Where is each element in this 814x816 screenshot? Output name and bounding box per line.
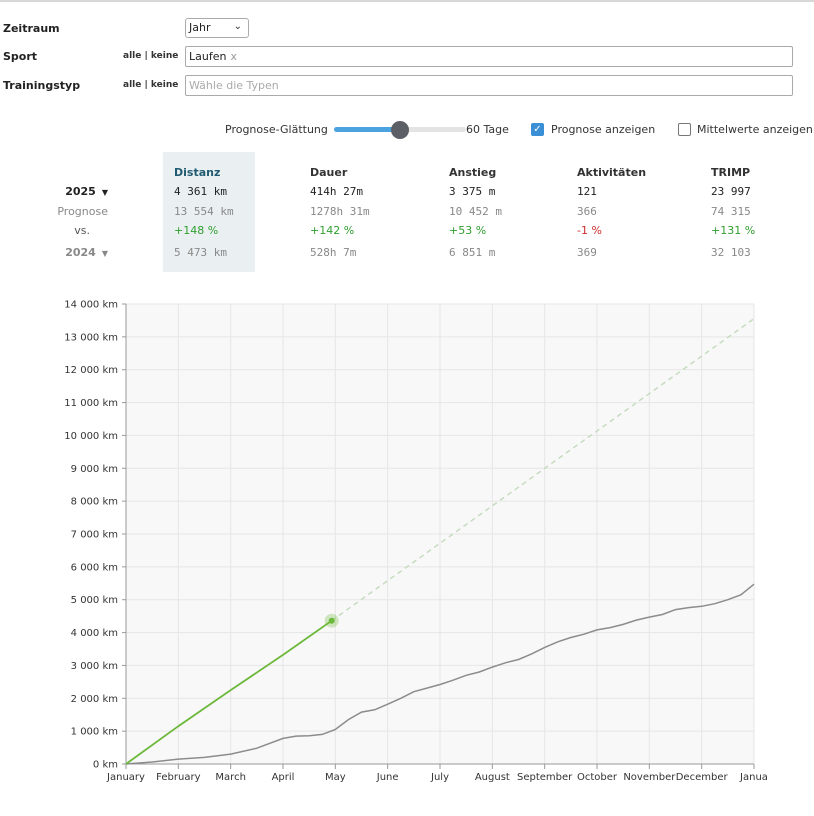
trainingstyp-alle-keine-link[interactable]: alle | keine xyxy=(123,80,179,90)
x-tick-label: July xyxy=(430,772,449,783)
previous-distanz: 5 473 km xyxy=(174,246,227,259)
y-tick-label: 11 000 km xyxy=(64,398,118,409)
x-tick-label: December xyxy=(676,772,729,783)
x-tick-label: October xyxy=(577,772,618,783)
forecast-row-label: Prognose xyxy=(57,205,108,218)
previous-year-line xyxy=(125,583,755,765)
sport-alle-keine-link[interactable]: alle | keine xyxy=(123,51,179,61)
header-trimp[interactable]: TRIMP xyxy=(711,166,751,179)
x-tick-label: September xyxy=(517,772,573,783)
y-tick-label: 13 000 km xyxy=(64,332,118,343)
x-tick-label: February xyxy=(156,772,200,783)
header-anstieg[interactable]: Anstieg xyxy=(449,166,497,179)
x-tick-label: June xyxy=(376,772,399,783)
x-tick-label: January xyxy=(106,772,145,783)
zeitraum-label: Zeitraum xyxy=(3,22,60,35)
year-current-label: 2025 xyxy=(65,185,96,198)
sport-tag-input[interactable]: Laufen x xyxy=(185,46,793,67)
previous-trimp: 32 103 xyxy=(711,246,751,259)
y-tick-label: 6 000 km xyxy=(71,562,118,573)
remove-tag-icon[interactable]: x xyxy=(230,50,237,63)
previous-aktivitaeten: 369 xyxy=(577,246,597,259)
distance-chart: 0 km 1 000 km 2 000 km 3 000 km 4 000 km 5 00… xyxy=(64,300,768,784)
forecast-aktivitaeten: 366 xyxy=(577,205,597,218)
show-means-checkbox[interactable] xyxy=(678,123,691,136)
selected-column-highlight xyxy=(163,152,255,272)
year-previous-select[interactable]: 2024 ▼ xyxy=(28,246,108,259)
sport-row: Sport alle | keine Laufen x xyxy=(0,46,814,68)
x-tick-label: November xyxy=(623,772,676,783)
show-means-label: Mittelwerte anzeigen xyxy=(697,123,813,136)
current-trimp: 23 997 xyxy=(711,185,751,198)
slider-fill xyxy=(334,127,400,132)
vs-distanz: +148 % xyxy=(174,224,219,237)
forecast-line xyxy=(331,318,755,622)
trainingstyp-row: Trainingstyp alle | keine Wähle die Type… xyxy=(0,75,814,97)
forecast-dauer: 1278h 31m xyxy=(310,205,370,218)
current-aktivitaeten: 121 xyxy=(577,185,597,198)
sport-label: Sport xyxy=(3,50,38,63)
current-distanz: 4 361 km xyxy=(174,185,227,198)
y-tick-label: 8 000 km xyxy=(71,497,118,508)
current-year-line xyxy=(125,619,333,765)
y-tick-label: 9 000 km xyxy=(71,464,118,475)
header-aktivitaeten[interactable]: Aktivitäten xyxy=(577,166,647,179)
y-tick-label: 14 000 km xyxy=(64,300,118,311)
current-dauer: 414h 27m xyxy=(310,185,363,198)
y-tick-label: 0 km xyxy=(93,760,118,771)
previous-anstieg: 6 851 m xyxy=(449,246,496,259)
x-tick-label: March xyxy=(215,772,245,783)
vs-trimp: +131 % xyxy=(711,224,756,237)
zeitraum-value: Jahr xyxy=(189,21,211,34)
previous-dauer: 528h 7m xyxy=(310,246,357,259)
caret-down-icon: ▼ xyxy=(101,188,108,197)
y-tick-label: 5 000 km xyxy=(71,595,118,606)
smoothing-label: Prognose-Glättung xyxy=(225,123,328,136)
vs-anstieg: +53 % xyxy=(449,224,487,237)
trainingstyp-placeholder: Wähle die Typen xyxy=(189,79,279,92)
slider-handle[interactable] xyxy=(391,121,409,139)
x-tick-label: April xyxy=(272,772,295,783)
current-anstieg: 3 375 m xyxy=(449,185,496,198)
caret-down-icon: ▼ xyxy=(101,249,108,258)
stats-table: Distanz Dauer Anstieg Aktivitäten TRIMP … xyxy=(0,150,814,272)
sport-tag: Laufen xyxy=(189,50,227,63)
header-dauer[interactable]: Dauer xyxy=(310,166,348,179)
zeitraum-select[interactable]: Jahr ⌄ xyxy=(185,18,249,38)
header-distanz[interactable]: Distanz xyxy=(174,166,221,179)
x-tick-label: Janua xyxy=(739,772,768,783)
year-previous-label: 2024 xyxy=(65,246,96,259)
vs-row-label: vs. xyxy=(74,224,90,237)
x-tick-label: May xyxy=(325,772,346,783)
y-tick-label: 3 000 km xyxy=(71,661,118,672)
smoothing-value: 60 Tage xyxy=(466,123,509,136)
show-forecast-checkbox[interactable]: ✓ xyxy=(531,123,544,136)
zeitraum-row: Zeitraum Jahr ⌄ xyxy=(0,18,814,40)
y-tick-label: 2 000 km xyxy=(71,694,118,705)
year-current-select[interactable]: 2025 ▼ xyxy=(28,185,108,198)
show-forecast-label: Prognose anzeigen xyxy=(551,123,656,136)
y-tick-label: 1 000 km xyxy=(71,727,118,738)
forecast-distanz: 13 554 km xyxy=(174,205,234,218)
forecast-anstieg: 10 452 m xyxy=(449,205,502,218)
trainingstyp-label: Trainingstyp xyxy=(3,79,81,92)
top-border xyxy=(0,0,814,2)
trainingstyp-input[interactable]: Wähle die Typen xyxy=(185,75,793,96)
forecast-trimp: 74 315 xyxy=(711,205,751,218)
y-tick-label: 10 000 km xyxy=(64,431,118,442)
vs-aktivitaeten: -1 % xyxy=(577,224,602,237)
y-tick-label: 4 000 km xyxy=(71,628,118,639)
vs-dauer: +142 % xyxy=(310,224,355,237)
y-tick-label: 12 000 km xyxy=(64,365,118,376)
chevron-down-icon: ⌄ xyxy=(233,21,242,32)
current-point-marker xyxy=(328,617,335,624)
y-tick-label: 7 000 km xyxy=(71,530,118,541)
x-tick-label: August xyxy=(475,772,510,783)
forecast-controls: Prognose-Glättung 60 Tage ✓ Prognose anz… xyxy=(0,120,814,140)
